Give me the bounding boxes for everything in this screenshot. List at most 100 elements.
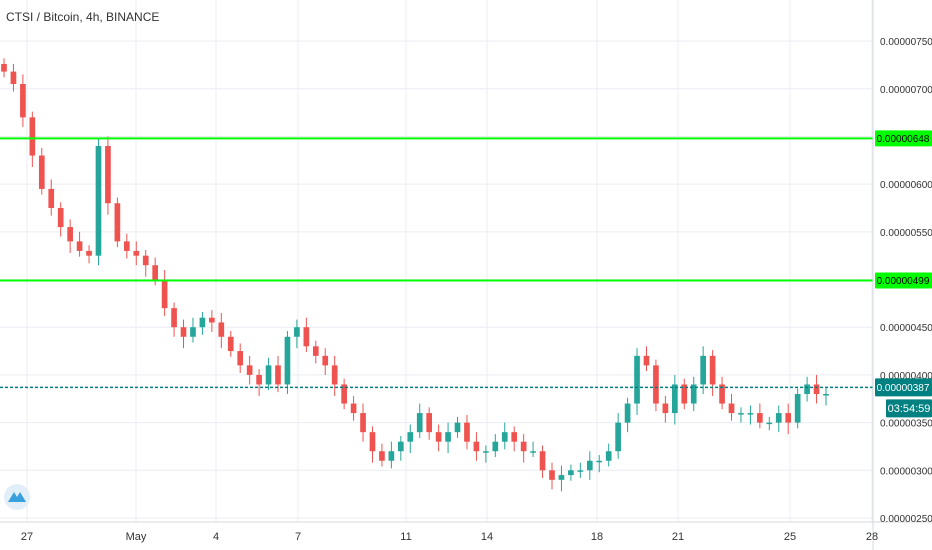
symbol-title: CTSI / Bitcoin, 4h, BINANCE — [6, 10, 159, 24]
svg-text:03:54:59: 03:54:59 — [888, 403, 931, 415]
time-tick-label: 21 — [672, 531, 684, 543]
candle — [86, 245, 92, 264]
candle — [700, 346, 707, 394]
horizontal-levels — [0, 137, 873, 389]
candle — [615, 413, 621, 459]
candle — [161, 270, 168, 316]
svg-text:0.00000648: 0.00000648 — [877, 134, 930, 145]
candle — [454, 416, 461, 438]
candle — [785, 403, 792, 435]
candle — [284, 331, 291, 394]
candle — [341, 378, 347, 410]
price-tick-label: 0.00000400 — [880, 371, 932, 382]
candle — [76, 231, 83, 257]
level-high-price-label: 0.00000648 — [875, 130, 932, 147]
candle — [114, 197, 121, 248]
candle — [634, 348, 640, 415]
candle — [483, 445, 489, 463]
candle — [38, 147, 45, 195]
candle — [10, 63, 17, 92]
candle — [738, 407, 744, 423]
candle — [360, 403, 366, 442]
candle — [473, 432, 480, 461]
candle — [445, 422, 451, 454]
candle — [256, 369, 262, 396]
candles — [1, 58, 829, 492]
candle — [464, 414, 470, 450]
candle — [350, 395, 357, 421]
price-tick-label: 0.00000350 — [880, 419, 932, 430]
candle — [766, 416, 773, 431]
grid — [0, 0, 873, 522]
candle — [823, 388, 829, 406]
price-tick-label: 0.00000250 — [880, 514, 932, 525]
time-tick-label: 27 — [21, 531, 33, 543]
bar-countdown-label: 03:54:59 — [886, 399, 932, 418]
candle — [227, 331, 234, 357]
candle — [57, 202, 64, 237]
candle — [539, 445, 546, 478]
level-low-price-label: 0.00000499 — [875, 272, 932, 289]
candle — [209, 310, 215, 332]
candle — [1, 58, 7, 78]
candle — [804, 376, 810, 402]
price-tick-label: 0.00000300 — [880, 466, 932, 477]
price-tick-label: 0.00000450 — [880, 323, 932, 334]
candle — [624, 397, 631, 433]
candle — [568, 464, 574, 481]
candle — [653, 359, 659, 412]
time-tick-label: May — [126, 531, 147, 543]
candle — [265, 357, 272, 391]
svg-text:0.00000499: 0.00000499 — [877, 276, 930, 287]
svg-text:0.00000387: 0.00000387 — [877, 383, 930, 394]
price-tick-label: 0.00000750 — [880, 37, 932, 48]
candle — [388, 441, 395, 469]
candle — [690, 376, 697, 412]
tradingview-logo-icon[interactable] — [4, 484, 30, 510]
time-tick-label: 11 — [400, 531, 411, 543]
candle — [133, 241, 140, 266]
candle — [671, 374, 678, 425]
candle — [275, 355, 281, 393]
candle — [67, 219, 73, 253]
candle — [218, 312, 225, 349]
candle — [142, 249, 149, 277]
candle — [171, 302, 177, 337]
candle — [596, 455, 603, 473]
candle — [20, 74, 26, 127]
candle — [530, 441, 536, 457]
candle — [246, 355, 253, 385]
candle — [105, 136, 111, 215]
candle — [813, 374, 820, 404]
candle — [407, 424, 414, 454]
candle — [199, 311, 206, 335]
price-tick-label: 0.00000550 — [880, 228, 932, 239]
candle — [123, 233, 130, 259]
candle — [681, 378, 688, 410]
time-tick-label: 28 — [866, 531, 878, 543]
candle — [577, 462, 584, 478]
candle — [303, 317, 310, 353]
candle — [586, 451, 593, 480]
candle — [237, 343, 244, 374]
candle — [190, 317, 196, 343]
candle — [501, 422, 508, 450]
candle — [322, 348, 329, 375]
candle — [48, 179, 55, 216]
candle — [775, 405, 782, 433]
time-tick-label: 25 — [784, 531, 796, 543]
candle — [719, 376, 725, 410]
candle — [331, 355, 338, 396]
current-price-label: 0.00000387 — [875, 378, 932, 397]
candle — [558, 465, 565, 492]
candle — [728, 394, 735, 421]
time-tick-label: 18 — [591, 531, 603, 543]
candle — [397, 435, 404, 461]
candle — [416, 403, 423, 438]
candle — [605, 443, 612, 467]
time-axis[interactable]: 27 May 4 7 11 14 18 21 25 28 — [21, 531, 878, 543]
time-tick-label: 7 — [295, 531, 301, 543]
candle — [747, 405, 754, 425]
candle — [757, 403, 763, 429]
